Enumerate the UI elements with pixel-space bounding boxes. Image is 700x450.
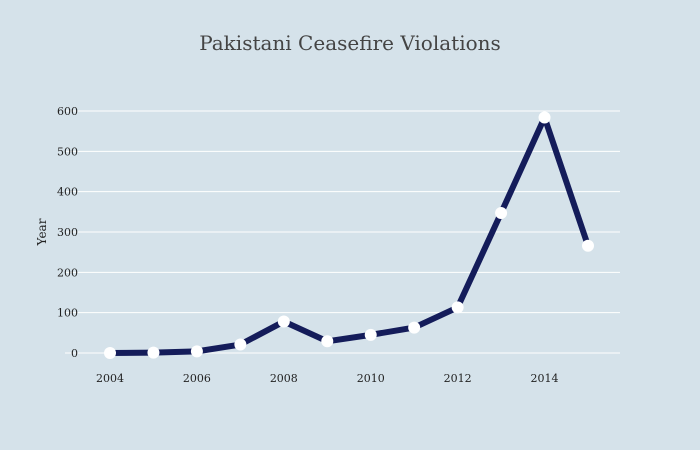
y-axis-label: Year: [35, 218, 49, 246]
data-point: [408, 321, 421, 334]
series-line: [109, 114, 591, 356]
x-tick-label: 2012: [444, 372, 472, 385]
x-tick-label: 2010: [357, 372, 385, 385]
data-point: [147, 346, 160, 359]
y-tick-label: 400: [57, 186, 78, 199]
data-point: [364, 328, 377, 341]
data-point: [451, 301, 464, 314]
y-tick-label: 100: [57, 307, 78, 320]
x-tick-label: 2008: [270, 372, 298, 385]
data-point: [582, 239, 594, 252]
data-point: [321, 335, 334, 348]
y-tick-label: 0: [71, 347, 78, 360]
data-point: [277, 315, 290, 328]
data-point: [495, 207, 508, 220]
x-tick-label: 2006: [183, 372, 211, 385]
chart-title: Pakistani Ceasefire Violations: [199, 31, 501, 55]
data-point: [190, 345, 203, 358]
data-point: [234, 338, 247, 351]
y-tick-label: 500: [57, 145, 78, 158]
y-tick-label: 600: [57, 105, 78, 118]
x-tick-label: 2004: [96, 372, 124, 385]
data-point: [104, 347, 116, 359]
x-tick-label: 2014: [531, 372, 559, 385]
y-tick-label: 300: [57, 226, 78, 239]
data-point: [538, 111, 551, 124]
y-tick-label: 200: [57, 266, 78, 279]
